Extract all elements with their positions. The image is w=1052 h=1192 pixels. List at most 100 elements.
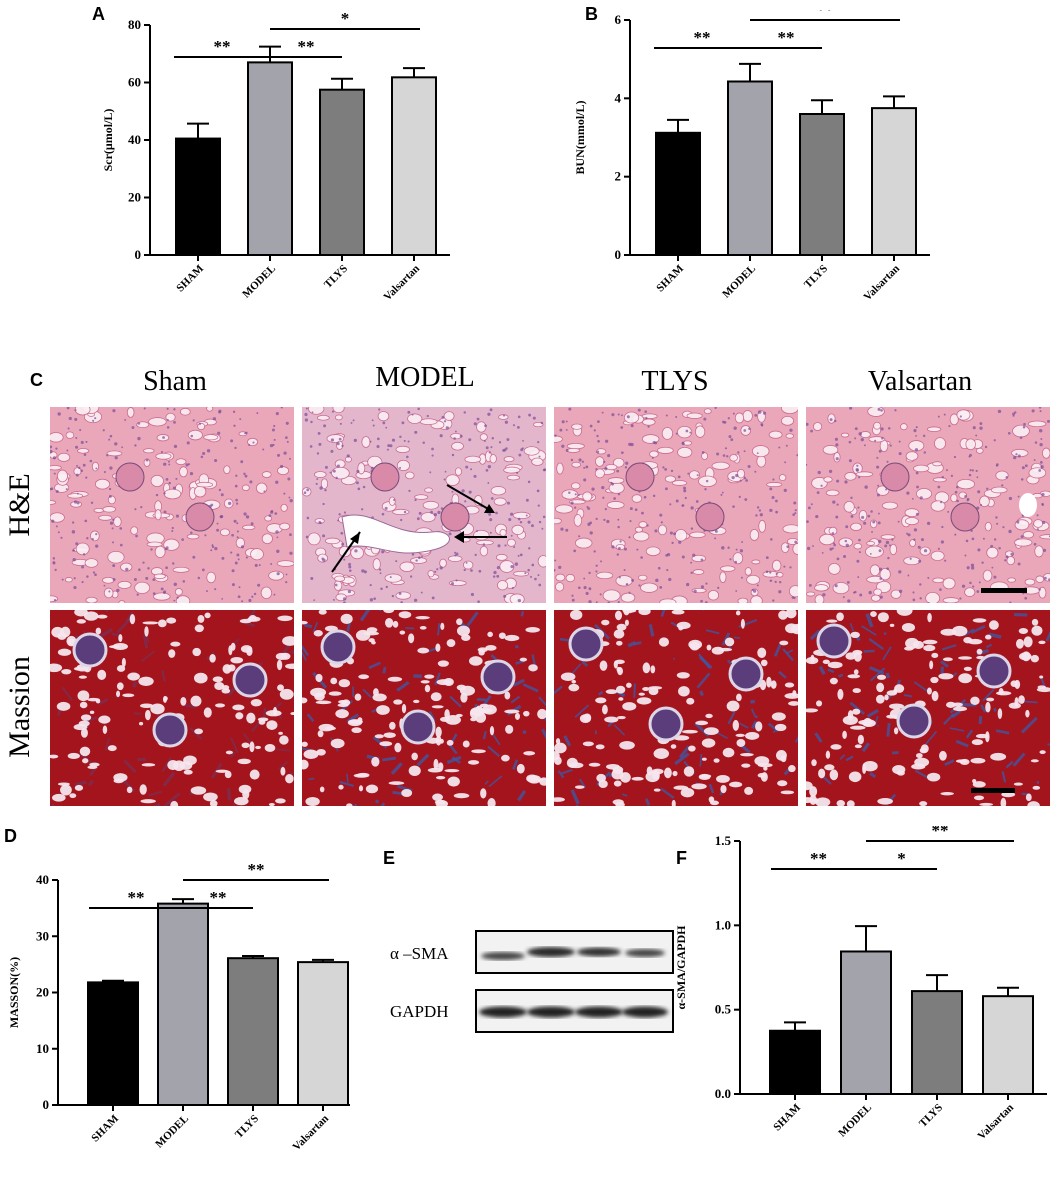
x-tick-label: SHAM	[89, 1112, 121, 1144]
he-stain-model	[302, 407, 546, 603]
y-tick-label: 0	[43, 1097, 50, 1112]
bar-group-sham: SHAM	[769, 1021, 821, 1133]
y-tick-label: 0.5	[715, 1002, 732, 1017]
y-tick-label: 30	[36, 928, 49, 943]
masson-stain-model	[302, 610, 546, 806]
y-tick-label: 40	[36, 872, 49, 887]
bar-group-model: MODEL	[836, 925, 892, 1140]
y-tick-label: 40	[128, 132, 141, 147]
bar-group-model: MODEL	[153, 898, 209, 1151]
column-title-tlys: TLYS	[641, 366, 709, 397]
bar	[175, 137, 221, 256]
panel-letter-b: B	[585, 4, 598, 24]
significance-label: **	[128, 888, 145, 907]
band-sma-3	[577, 947, 621, 957]
bar-group-tlys: TLYS	[227, 954, 279, 1141]
y-tick-label: 4	[615, 90, 622, 105]
column-title-valsartan: Valsartan	[867, 366, 973, 397]
y-tick-label: 20	[128, 190, 141, 205]
y-tick-label: 20	[36, 985, 49, 1000]
bar	[769, 1029, 821, 1095]
y-tick-label: 80	[128, 17, 141, 32]
row-title-he: H&E	[3, 473, 36, 537]
blot-label-gapdh: GAPDH	[390, 1002, 449, 1021]
y-axis-label: Scr(μmol/L)	[101, 109, 115, 172]
bar-group-valsartan: Valsartan	[382, 67, 437, 304]
bar	[247, 61, 293, 256]
bar-group-valsartan: Valsartan	[291, 958, 349, 1153]
column-title-sham: Sham	[143, 366, 207, 397]
band-gapdh-2	[527, 1006, 575, 1018]
significance-label: **	[817, 10, 834, 19]
y-tick-label: 0	[135, 247, 142, 262]
chart-bun: 0 2 4 6 BUN(mmol/L) SHAM MODEL TLYS Valsartan ** *…	[573, 10, 930, 304]
significance-bracket: *	[270, 10, 420, 30]
bar	[799, 113, 845, 256]
bar	[297, 961, 349, 1106]
he-stain-valsartan	[806, 407, 1050, 603]
significance-bracket: **	[183, 888, 253, 909]
bar-group-valsartan: Valsartan	[976, 986, 1034, 1143]
band-gapdh-3	[575, 1006, 623, 1018]
x-tick-label: MODEL	[720, 263, 758, 301]
y-tick-label: 1.0	[715, 917, 731, 932]
significance-bracket: **	[654, 28, 750, 49]
column-title-model: MODEL	[375, 362, 475, 393]
y-tick-label: 0.0	[715, 1086, 731, 1101]
x-tick-label: Valsartan	[382, 263, 423, 304]
bar	[87, 981, 139, 1106]
significance-label: **	[694, 28, 711, 47]
significance-label: *	[341, 10, 350, 28]
bar-group-sham: SHAM	[174, 122, 221, 294]
x-tick-label: MODEL	[153, 1113, 191, 1151]
band-sma-4	[625, 949, 665, 957]
bar-group-sham: SHAM	[87, 979, 139, 1144]
panel-letter-e: E	[383, 848, 396, 868]
y-tick-label: 60	[128, 75, 141, 90]
x-tick-label: MODEL	[240, 263, 278, 301]
band-sma-2	[527, 947, 575, 957]
chart-sma-gapdh: 0.0 0.5 1.0 1.5 α-SMA/GAPDH SHAM MODEL TLYS Vals…	[674, 826, 1047, 1143]
significance-label: **	[932, 826, 949, 840]
bar	[227, 957, 279, 1106]
panel-letter-f: F	[676, 848, 687, 868]
bar	[391, 76, 437, 256]
bar	[157, 902, 209, 1106]
bar	[840, 950, 892, 1095]
bar	[911, 990, 963, 1095]
he-stain-sham	[50, 407, 294, 603]
y-tick-label: 2	[615, 169, 622, 184]
bar	[655, 131, 701, 256]
panel-letter-a: A	[92, 4, 105, 24]
y-axis-label: α-SMA/GAPDH	[674, 925, 688, 1010]
significance-bracket: **	[270, 37, 342, 58]
significance-bracket: **	[89, 888, 183, 909]
bar	[319, 88, 365, 256]
y-tick-label: 10	[36, 1041, 49, 1056]
significance-label: **	[298, 37, 315, 56]
x-tick-label: TLYS	[802, 263, 830, 291]
x-tick-label: SHAM	[771, 1101, 803, 1133]
x-tick-label: Valsartan	[976, 1102, 1017, 1143]
significance-label: **	[214, 37, 231, 56]
blot-label-sma: α –SMA	[390, 944, 449, 963]
bar	[871, 107, 917, 256]
bar	[982, 995, 1034, 1096]
bar-group-tlys: TLYS	[799, 99, 845, 291]
x-tick-label: TLYS	[322, 263, 350, 291]
significance-bracket: **	[771, 849, 866, 870]
significance-bracket: **	[866, 826, 1014, 842]
y-axis-label: BUN(mmol/L)	[573, 101, 587, 175]
band-sma-1	[481, 952, 525, 960]
x-tick-label: Valsartan	[862, 263, 903, 304]
significance-label: **	[210, 888, 227, 907]
band-gapdh-4	[622, 1006, 668, 1018]
panel-letter-c: C	[30, 370, 43, 390]
bar-group-valsartan: Valsartan	[862, 95, 917, 304]
chart-scr: 0 20 40 60 80 Scr(μmol/L) SHAM MODEL TLYS Valsart…	[101, 10, 450, 304]
y-tick-label: 1.5	[715, 833, 732, 848]
significance-bracket: *	[866, 849, 937, 870]
row-title-massion: Massion	[3, 656, 36, 758]
panel-letter-d: D	[4, 826, 17, 846]
chart-masson: 0 10 20 30 40 MASSON(%) SHAM MODEL TLYS Valsartan…	[7, 860, 350, 1153]
